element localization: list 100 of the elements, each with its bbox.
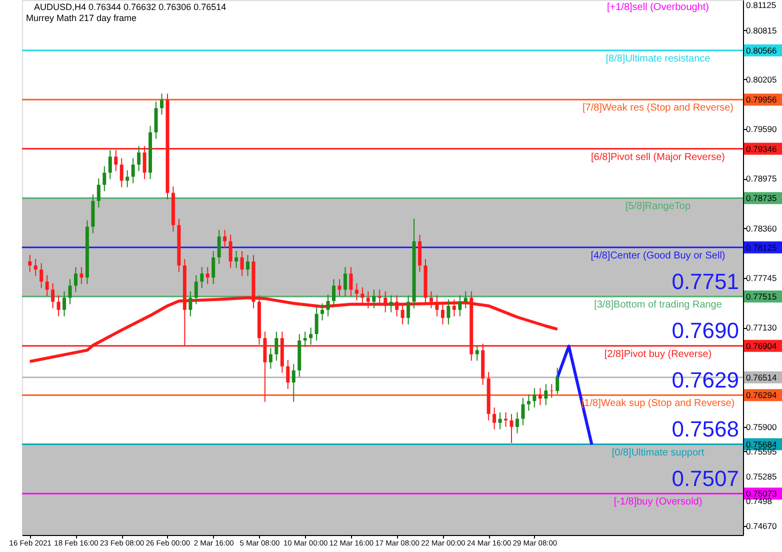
ref-line-label: [4/8]Center (Good Buy or Sell) [590, 250, 726, 262]
candlestick [234, 250, 238, 268]
y-tick-label: 0.79956 [746, 94, 777, 105]
candlestick [137, 146, 141, 172]
candlestick [303, 331, 307, 348]
y-tick-label: 0.80815 [746, 25, 777, 36]
candlestick [538, 388, 542, 406]
y-tick-label: 0.77745 [746, 272, 777, 283]
candlestick [96, 178, 100, 208]
candlestick [212, 250, 216, 285]
annotation: 0.7751 [672, 268, 739, 294]
candlestick [326, 294, 330, 317]
y-tick-label: 0.75073 [746, 488, 777, 499]
candlestick [131, 158, 135, 184]
text: Murrey Math 217 day frame [26, 13, 137, 23]
ref-line-label: [0/8]Ultimate support [612, 447, 704, 458]
y-tick-label: 0.76904 [746, 340, 777, 351]
candlestick [492, 407, 496, 430]
candlestick [62, 290, 66, 317]
candlestick [320, 302, 324, 321]
candlestick [206, 266, 210, 285]
y-tick-label: 0.75684 [746, 439, 777, 450]
candlestick [194, 274, 198, 305]
candlestick [28, 254, 32, 272]
y-tick-label: 0.79346 [746, 144, 777, 154]
candlestick [200, 266, 204, 289]
candlestick [51, 282, 55, 309]
candlestick [223, 229, 227, 248]
candlestick [56, 294, 60, 317]
candlestick [40, 262, 44, 289]
candlestick [188, 290, 192, 317]
candlestick [45, 274, 49, 297]
candlestick [521, 397, 525, 426]
ref-line-label: [6/8]Pivot sell (Major Reverse) [591, 152, 725, 163]
candlestick [102, 166, 106, 192]
annotation: 0.7568 [672, 416, 739, 442]
candlestick [126, 170, 130, 188]
y-tick-label: 0.74670 [746, 521, 777, 532]
y-tick-label: 0.75900 [746, 422, 777, 432]
candlestick [240, 250, 244, 276]
y-tick-label: 0.78735 [746, 193, 777, 204]
candlestick [246, 254, 250, 276]
candlestick [510, 413, 514, 444]
candlestick [515, 412, 519, 434]
candlestick [108, 150, 112, 180]
y-tick-label: 0.77515 [746, 292, 777, 302]
annotation: [+1/8]sell (Overbought) [607, 2, 709, 13]
ref-line-label: [2/8]Pivot buy (Reverse) [604, 348, 712, 360]
chart-title: AUDUSD,H4 0.76344 0.76632 0.76306 0.76514 [34, 2, 226, 12]
ref-line-label: [5/8]RangeTop [625, 201, 691, 212]
y-tick-label: 0.79590 [746, 124, 777, 134]
y-tick-label: 0.76514 [746, 372, 777, 382]
y-tick-label: 0.80205 [746, 74, 777, 84]
candlestick [389, 294, 393, 313]
candlestick [400, 302, 404, 325]
candlestick [217, 229, 221, 264]
candlestick [74, 266, 78, 293]
candlestick [292, 363, 296, 402]
y-tick-label: 0.80566 [746, 45, 777, 56]
ref-line-label: [-1/8]buy (Oversold) [614, 496, 702, 508]
candlestick [34, 258, 38, 276]
candlestick [120, 158, 124, 188]
candlestick [475, 346, 479, 362]
candlestick [446, 298, 450, 325]
y-tick-label: 0.78975 [746, 174, 777, 184]
candlestick [354, 282, 358, 301]
ref-line-label: [7/8]Weak res (Stop and Reverse) [582, 102, 734, 114]
candlestick [440, 302, 444, 325]
y-tick-label: 0.77130 [746, 322, 777, 333]
candlestick [406, 294, 410, 325]
y-tick-label: 0.75285 [746, 471, 777, 482]
candlestick [464, 290, 468, 309]
candlestick [504, 412, 508, 428]
candlestick [286, 359, 290, 390]
candlestick [349, 266, 353, 297]
candlestick [556, 367, 560, 395]
annotation: 0.7690 [672, 318, 739, 344]
candlestick [550, 384, 554, 398]
candlestick [314, 306, 318, 342]
candlestick [309, 327, 313, 346]
candlestick [338, 278, 342, 297]
candlestick [372, 289, 376, 309]
y-tick-label: 0.78125 [746, 242, 777, 252]
y-tick-label: 0.78360 [746, 223, 777, 234]
y-tick-label: 0.81125 [746, 0, 776, 10]
candlestick [532, 388, 536, 408]
y-tick-label: 0.76294 [746, 390, 777, 400]
ref-line-label: [3/8]Bottom of trading Range [594, 300, 722, 311]
candlestick [498, 412, 502, 430]
candlestick [274, 331, 278, 362]
candlestick [68, 278, 72, 305]
candlestick [526, 394, 530, 412]
candlestick [268, 347, 272, 370]
candlestick [228, 234, 232, 268]
annotation: 0.7507 [672, 466, 739, 491]
candlestick [80, 266, 84, 285]
ref-line-label: [8/8]Ultimate resistance [606, 53, 711, 64]
candlestick [343, 266, 347, 297]
candlestick [332, 278, 336, 308]
candlestick [452, 298, 456, 317]
